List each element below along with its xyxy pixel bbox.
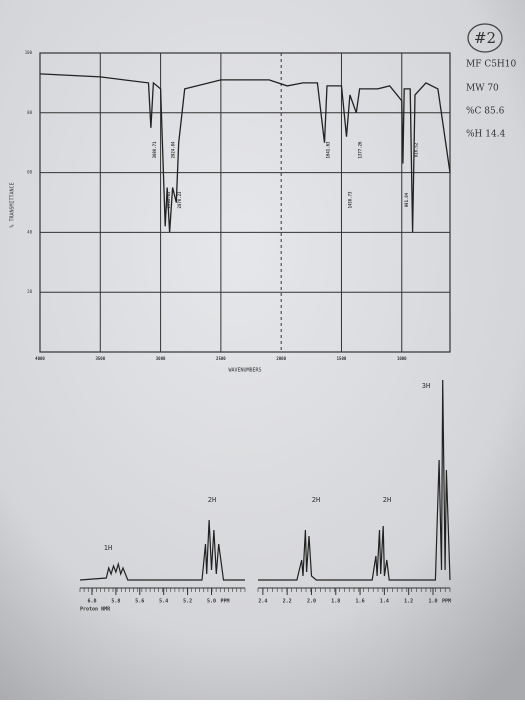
peak-label: 991.04: [404, 192, 409, 207]
x-tick-label: 1000: [397, 356, 407, 361]
spectrum-line: [79, 519, 245, 581]
x-tick-label: 2000: [276, 356, 286, 361]
axis-unit: PPM: [442, 599, 451, 605]
y-tick-label: 20: [27, 289, 32, 294]
sidebar-item: MW 70: [466, 84, 499, 94]
axis-unit: PPM: [221, 599, 230, 605]
peak-label: 2961.83: [166, 191, 171, 208]
peak-label: 1641.63: [325, 141, 330, 158]
spectrum-line: [258, 379, 451, 581]
x-tick-label: 5.0: [207, 599, 216, 605]
x-tick-label: 1500: [337, 356, 347, 361]
x-axis-label: WAVENUMBERS: [228, 368, 261, 374]
integral-label: 3H: [422, 382, 430, 390]
y-axis-label: % TRANSMITTANCE: [10, 182, 16, 227]
spectrum-line: [39, 73, 451, 233]
peak-label: 3080.71: [152, 141, 157, 158]
badge: #2: [474, 29, 496, 47]
peak-label: 1377.26: [357, 141, 362, 158]
peak-label: 2924.84: [171, 141, 176, 158]
y-tick-label: 60: [27, 170, 32, 175]
peak-label: 2870.23: [177, 191, 182, 208]
peak-label: 910.52: [414, 142, 419, 157]
x-tick-label: 1.2: [404, 599, 413, 605]
integral-label: 2H: [383, 496, 391, 504]
sidebar-item: %H 14.4: [466, 130, 506, 140]
x-tick-label: 5.6: [135, 599, 144, 605]
x-tick-label: 1.6: [356, 599, 365, 605]
x-tick-label: 3500: [95, 356, 105, 361]
x-tick-label: 5.4: [159, 599, 168, 605]
x-tick-label: 1.4: [380, 599, 389, 605]
x-tick-label: 3000: [156, 356, 166, 361]
y-tick-label: 80: [27, 110, 32, 115]
peak-label: 1458.73: [347, 191, 352, 208]
y-tick-label: 100: [25, 50, 33, 55]
x-tick-label: 5.2: [183, 599, 192, 605]
integral-label: 1H: [104, 544, 112, 552]
x-tick-label: 2.2: [283, 599, 292, 605]
x-tick-label: 1.8: [331, 599, 340, 605]
badge-circle: [467, 23, 503, 53]
x-tick-label: 2.4: [258, 599, 267, 605]
integral-label: 2H: [208, 496, 216, 504]
y-tick-label: 40: [27, 229, 32, 234]
sidebar-item: %C 85.6: [466, 107, 505, 117]
x-tick-label: 5.8: [111, 599, 120, 605]
caption: Proton NMR: [80, 607, 111, 613]
x-tick-label: 2500: [216, 356, 226, 361]
x-tick-label: 4000: [35, 356, 45, 361]
x-tick-label: 2.0: [307, 599, 316, 605]
sidebar-item: MF C5H10: [466, 60, 517, 70]
x-tick-label: 1.0: [428, 599, 437, 605]
integral-label: 2H: [312, 496, 320, 504]
x-tick-label: 6.0: [87, 599, 96, 605]
